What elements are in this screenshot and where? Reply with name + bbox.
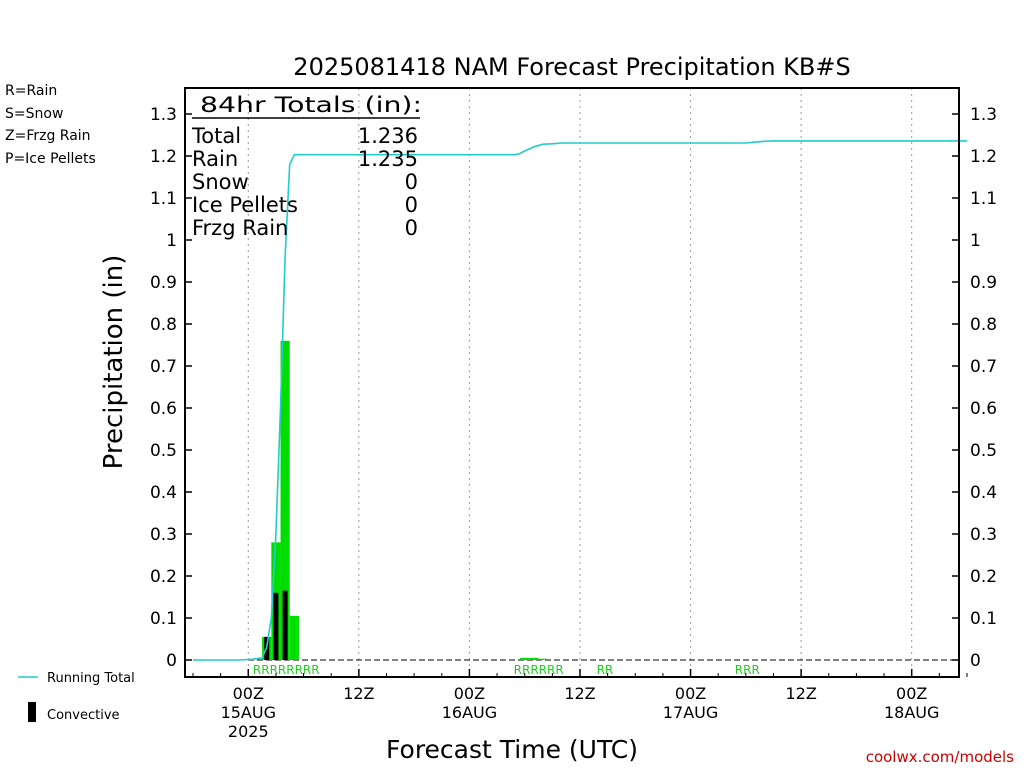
x-tick-label-6-1: 18AUG	[884, 703, 939, 722]
y-tick-label-right-4: 0.4	[970, 483, 997, 503]
axis-ticks: 0 00.1 0.10.2 0.20.3 0.30.4 0.40.5 0.50.6 0.60.…	[150, 105, 997, 741]
y-tick-label-right-3: 0.3	[970, 525, 997, 545]
ptype-codes: RRRRRRRR RRRRRR RR RRR	[253, 663, 760, 677]
y-tick-label-right-6: 0.6	[970, 399, 997, 419]
ptype-legend: R=Rain S=Snow Z=Frzg Rain P=Ice Pellets	[5, 83, 96, 167]
totals-snow-label: Snow	[192, 170, 249, 194]
totals-header: 84hr Totals (in):	[200, 93, 422, 117]
y-tick-label-left-12: 1.2	[150, 147, 177, 167]
credit-text: coolwx.com/models	[866, 748, 1014, 766]
x-tick-label-0-1: 15AUG	[221, 703, 276, 722]
convective-legend-swatch	[28, 702, 36, 722]
x-tick-label-5-0: 12Z	[785, 684, 816, 703]
totals-frzg-value: 0	[405, 216, 418, 240]
running-total-line	[193, 140, 967, 661]
totals-ice-value: 0	[405, 193, 418, 217]
totals-frzg-label: Frzg Rain	[192, 216, 288, 240]
y-tick-label-right-5: 0.5	[970, 441, 997, 461]
convective-bar-1	[273, 592, 279, 660]
series-legend: Running Total Convective	[18, 671, 135, 723]
convective-legend-label: Convective	[47, 708, 120, 723]
y-tick-label-right-0: 0	[970, 651, 981, 671]
totals-total-value: 1.236	[358, 124, 418, 148]
running-total-legend-label: Running Total	[47, 671, 135, 686]
y-tick-label-left-9: 0.9	[150, 273, 177, 293]
y-tick-label-left-2: 0.2	[150, 567, 177, 587]
y-tick-label-left-4: 0.4	[150, 483, 177, 503]
running-total-polyline	[193, 140, 967, 661]
ptype-frzg-label: Z=Frzg Rain	[5, 128, 91, 144]
y-tick-label-right-8: 0.8	[970, 315, 997, 335]
y-tick-label-left-8: 0.8	[150, 315, 177, 335]
y-tick-label-right-10: 1	[970, 231, 981, 251]
x-tick-label-2-1: 16AUG	[442, 703, 497, 722]
y-tick-label-right-2: 0.2	[970, 567, 997, 587]
ptype-ice-label: P=Ice Pellets	[5, 151, 96, 167]
x-axis-label: Forecast Time (UTC)	[386, 735, 638, 764]
total-bar-6	[538, 658, 548, 660]
y-tick-label-right-1: 0.1	[970, 609, 997, 629]
totals-snow-value: 0	[405, 170, 418, 194]
y-tick-label-left-7: 0.7	[150, 357, 177, 377]
total-bar-4	[520, 657, 530, 660]
x-tick-label-4-1: 17AUG	[663, 703, 718, 722]
totals-box: 84hr Totals (in): Total 1.236 Rain 1.235…	[191, 93, 422, 240]
total-bar-3	[289, 615, 299, 660]
total-bar-2	[280, 340, 290, 660]
ptype-code-3: RRR	[735, 663, 760, 677]
ptype-rain-label: R=Rain	[5, 83, 57, 99]
ptype-code-1: RRRRRR	[514, 663, 564, 677]
grid-lines	[185, 88, 959, 677]
y-tick-label-right-11: 1.1	[970, 189, 997, 209]
y-tick-label-left-1: 0.1	[150, 609, 177, 629]
y-tick-label-left-0: 0	[166, 651, 177, 671]
chart-title: 2025081418 NAM Forecast Precipitation KB…	[293, 53, 850, 81]
x-tick-label-4-0: 00Z	[675, 684, 706, 703]
totals-rain-value: 1.235	[358, 147, 418, 171]
y-tick-label-right-13: 1.3	[970, 105, 997, 125]
plot-frame	[184, 87, 960, 678]
y-tick-label-right-7: 0.7	[970, 357, 997, 377]
y-tick-label-left-10: 1	[166, 231, 177, 251]
y-tick-label-right-9: 0.9	[970, 273, 997, 293]
x-tick-label-1-0: 12Z	[343, 684, 374, 703]
totals-ice-label: Ice Pellets	[192, 193, 298, 217]
ptype-snow-label: S=Snow	[5, 106, 63, 122]
x-tick-label-2-0: 00Z	[454, 684, 485, 703]
x-tick-label-6-0: 00Z	[896, 684, 927, 703]
totals-total-label: Total	[191, 124, 241, 148]
y-tick-label-right-12: 1.2	[970, 147, 997, 167]
y-tick-label-left-5: 0.5	[150, 441, 177, 461]
ptype-code-0: RRRRRRRR	[253, 663, 320, 677]
totals-rain-label: Rain	[192, 147, 238, 171]
y-axis-label: Precipitation (in)	[99, 255, 129, 470]
ptype-code-2: RR	[597, 663, 614, 677]
y-tick-label-left-6: 0.6	[150, 399, 177, 419]
total-bar-5	[529, 657, 539, 660]
bars	[262, 340, 548, 660]
y-tick-label-left-13: 1.3	[150, 105, 177, 125]
x-tick-label-3-0: 12Z	[564, 684, 595, 703]
x-tick-label-0-0: 00Z	[233, 684, 264, 703]
y-tick-label-left-3: 0.3	[150, 525, 177, 545]
y-tick-label-left-11: 1.1	[150, 189, 177, 209]
x-tick-label-0-2: 2025	[228, 722, 269, 741]
convective-bar-2	[282, 590, 288, 660]
